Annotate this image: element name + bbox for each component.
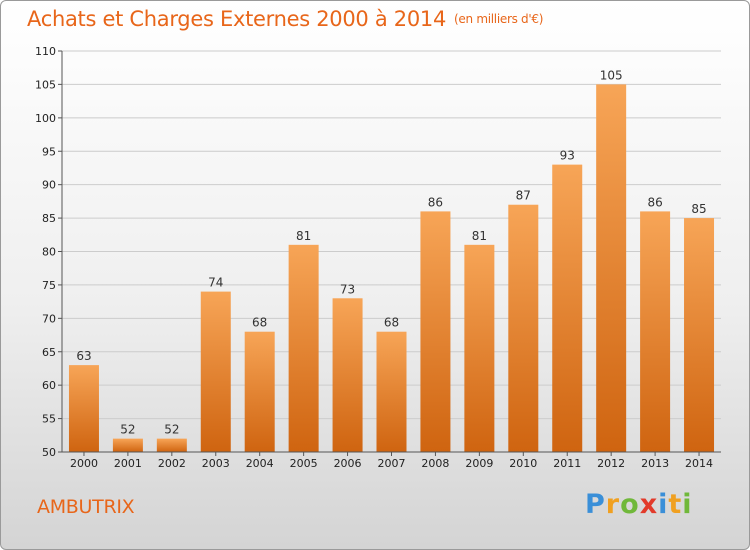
chart-subtitle: (en milliers d'€) bbox=[454, 12, 544, 26]
x-tick-label: 2006 bbox=[334, 457, 362, 470]
bar bbox=[464, 244, 495, 452]
x-tick-label: 2013 bbox=[641, 457, 669, 470]
y-tick-label: 50 bbox=[42, 446, 56, 459]
x-tick-label: 2004 bbox=[246, 457, 274, 470]
logo-letter: o bbox=[620, 489, 640, 520]
logo-letter: r bbox=[605, 489, 621, 520]
bar bbox=[332, 298, 363, 452]
proxiti-logo: Proxiti bbox=[585, 489, 693, 520]
y-tick-label: 100 bbox=[35, 112, 56, 125]
x-tick-label: 2011 bbox=[553, 457, 581, 470]
bar-value-label: 105 bbox=[600, 68, 623, 82]
bar-value-label: 52 bbox=[164, 423, 179, 437]
bar bbox=[244, 331, 275, 452]
x-tick-label: 2010 bbox=[509, 457, 537, 470]
y-tick-label: 80 bbox=[42, 246, 56, 259]
y-tick-label: 60 bbox=[42, 379, 56, 392]
y-tick-label: 90 bbox=[42, 179, 56, 192]
bar-value-label: 52 bbox=[120, 423, 135, 437]
bar-value-label: 86 bbox=[428, 195, 443, 209]
y-tick-label: 85 bbox=[42, 212, 56, 225]
logo-letter: t bbox=[668, 489, 683, 520]
x-tick-label: 2000 bbox=[70, 457, 98, 470]
title-text: Achats et Charges Externes 2000 à 2014 bbox=[27, 7, 447, 31]
commune-name: AMBUTRIX bbox=[37, 496, 135, 518]
bar bbox=[552, 164, 583, 452]
bar-value-label: 93 bbox=[560, 149, 575, 163]
bar-value-label: 86 bbox=[647, 195, 662, 209]
y-tick-label: 110 bbox=[35, 45, 56, 58]
x-tick-label: 2002 bbox=[158, 457, 186, 470]
bar-value-label: 74 bbox=[208, 276, 223, 290]
bar-value-label: 85 bbox=[691, 202, 706, 216]
axes bbox=[58, 50, 721, 456]
y-tick-label: 55 bbox=[42, 413, 56, 426]
x-tick-label: 2003 bbox=[202, 457, 230, 470]
logo-letter: i bbox=[682, 489, 693, 520]
bar bbox=[684, 218, 715, 452]
y-tick-label: 75 bbox=[42, 279, 56, 292]
bar bbox=[420, 211, 451, 452]
bar bbox=[508, 204, 539, 452]
bar-value-label: 81 bbox=[296, 229, 311, 243]
bar-value-label: 68 bbox=[384, 316, 399, 330]
y-tick-label: 95 bbox=[42, 145, 56, 158]
x-tick-label: 2014 bbox=[685, 457, 713, 470]
bar bbox=[200, 291, 231, 452]
bar-value-label: 63 bbox=[76, 349, 91, 363]
labels: 50 55 60 65 70 75 80 85 90 95 100 105 110 63 2000 52 200… bbox=[35, 45, 713, 470]
x-tick-label: 2012 bbox=[597, 457, 625, 470]
bars bbox=[68, 84, 715, 453]
bar bbox=[376, 331, 407, 452]
x-tick-label: 2007 bbox=[378, 457, 406, 470]
y-tick-label: 65 bbox=[42, 346, 56, 359]
bar bbox=[288, 244, 319, 452]
x-tick-label: 2001 bbox=[114, 457, 142, 470]
logo-letter: i bbox=[658, 489, 669, 520]
bar bbox=[68, 365, 99, 452]
bar-value-label: 68 bbox=[252, 316, 267, 330]
bar bbox=[640, 211, 671, 452]
bar-value-label: 73 bbox=[340, 282, 355, 296]
x-tick-label: 2009 bbox=[465, 457, 493, 470]
y-tick-label: 70 bbox=[42, 312, 56, 325]
bar bbox=[596, 84, 627, 453]
bar-value-label: 87 bbox=[516, 189, 531, 203]
bar bbox=[156, 438, 187, 452]
logo-letter: P bbox=[585, 489, 606, 520]
bar-value-label: 81 bbox=[472, 229, 487, 243]
x-tick-label: 2005 bbox=[290, 457, 318, 470]
y-tick-label: 105 bbox=[35, 78, 56, 91]
logo-letter: x bbox=[639, 489, 659, 520]
bar bbox=[112, 438, 143, 452]
x-tick-label: 2008 bbox=[421, 457, 449, 470]
chart-title: Achats et Charges Externes 2000 à 2014 (e… bbox=[27, 7, 543, 31]
